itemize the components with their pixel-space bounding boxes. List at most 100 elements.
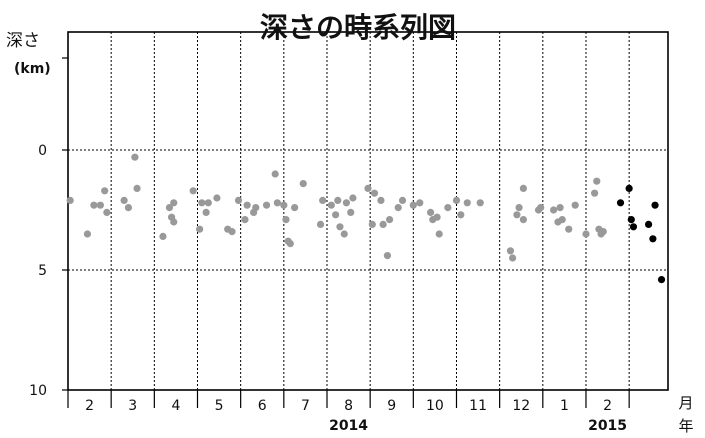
data-point	[316, 220, 325, 228]
data-point	[519, 184, 527, 192]
data-point	[273, 199, 281, 207]
grid-layer	[68, 32, 668, 390]
data-point	[558, 216, 566, 224]
points-layer	[66, 153, 666, 284]
data-point	[651, 201, 659, 209]
data-point	[515, 204, 523, 212]
x-month-label: 9	[387, 398, 396, 414]
data-point	[131, 153, 139, 161]
data-point	[286, 240, 294, 248]
data-point	[101, 187, 109, 195]
data-point	[506, 247, 515, 255]
data-point	[213, 194, 221, 202]
data-point	[452, 196, 461, 204]
data-point	[159, 232, 167, 240]
x-month-label: 7	[301, 398, 310, 414]
data-point	[282, 216, 290, 224]
data-point	[649, 235, 657, 243]
data-point	[627, 216, 635, 224]
data-point	[657, 276, 666, 284]
x-month-label: 10	[426, 398, 444, 414]
data-point	[120, 196, 128, 204]
data-point	[509, 254, 517, 262]
data-point	[556, 204, 564, 212]
data-point	[379, 220, 387, 228]
data-point	[133, 184, 141, 192]
data-point	[571, 201, 579, 209]
data-point	[444, 204, 452, 212]
data-point	[537, 204, 545, 212]
data-point	[383, 252, 392, 260]
data-point	[299, 180, 307, 188]
data-point	[340, 230, 348, 238]
x-year-label: 2015	[588, 418, 627, 434]
y-axis-label: 深さ	[6, 31, 40, 51]
data-point	[629, 223, 638, 231]
x-axis-year-unit: 年	[678, 417, 693, 435]
data-point	[364, 184, 372, 192]
data-point	[593, 177, 601, 185]
data-point	[262, 201, 271, 209]
data-point	[204, 199, 212, 207]
data-point	[513, 211, 521, 219]
data-point	[599, 228, 607, 236]
data-point	[243, 201, 251, 209]
data-point	[394, 204, 402, 212]
x-month-label: 3	[128, 398, 137, 414]
data-point	[228, 228, 236, 236]
data-point	[332, 211, 340, 219]
data-point	[234, 196, 243, 204]
data-point	[196, 225, 204, 233]
data-point	[582, 230, 590, 238]
y-axis-unit: (km)	[14, 61, 51, 77]
y-tick-label: 10	[29, 383, 47, 399]
data-point	[189, 187, 197, 195]
data-point	[90, 201, 98, 209]
data-point	[519, 216, 527, 224]
x-year-label: 2014	[329, 418, 368, 434]
data-point	[377, 196, 385, 204]
data-point	[426, 208, 435, 216]
data-point	[625, 184, 633, 192]
data-point	[616, 199, 625, 207]
data-point	[280, 201, 288, 209]
data-point	[271, 170, 279, 178]
data-point	[66, 196, 74, 204]
data-point	[385, 216, 394, 224]
data-point	[319, 196, 327, 204]
data-point	[368, 220, 376, 228]
data-point	[241, 216, 249, 224]
data-point	[370, 189, 379, 197]
data-point	[457, 211, 465, 219]
data-point	[342, 199, 351, 207]
data-point	[398, 196, 407, 204]
x-axis-month-unit: 月	[678, 394, 693, 412]
data-point	[644, 220, 653, 228]
data-point	[336, 223, 344, 231]
x-month-label: 8	[344, 398, 353, 414]
data-point	[198, 199, 206, 207]
data-point	[327, 201, 335, 209]
data-point	[476, 199, 484, 207]
data-point	[565, 225, 573, 233]
data-point	[433, 213, 441, 221]
data-point	[409, 201, 417, 209]
x-month-label: 11	[469, 398, 487, 414]
x-month-label: 12	[512, 398, 530, 414]
data-point	[550, 206, 558, 214]
y-tick-label: 5	[38, 263, 47, 279]
data-point	[96, 201, 104, 209]
data-point	[349, 194, 357, 202]
data-point	[334, 196, 342, 204]
plot-frame	[67, 31, 669, 391]
data-point	[124, 204, 133, 212]
x-month-label: 5	[215, 398, 224, 414]
y-tick-label: 0	[38, 143, 47, 159]
data-point	[416, 199, 424, 207]
data-point	[291, 204, 299, 212]
data-point	[435, 230, 443, 238]
data-point	[103, 208, 111, 216]
data-point	[463, 199, 471, 207]
chart-title: 深さの時系列図	[260, 11, 456, 44]
